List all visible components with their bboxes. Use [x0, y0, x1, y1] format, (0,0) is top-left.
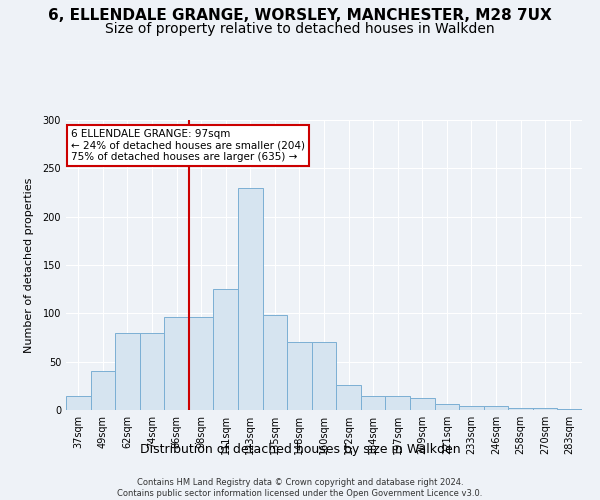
Bar: [312, 342, 336, 410]
Text: 6 ELLENDALE GRANGE: 97sqm
← 24% of detached houses are smaller (204)
75% of deta: 6 ELLENDALE GRANGE: 97sqm ← 24% of detac…: [71, 128, 305, 162]
Bar: [557, 409, 582, 410]
Bar: [263, 316, 287, 410]
Bar: [115, 332, 140, 410]
Bar: [238, 188, 263, 410]
Bar: [336, 385, 361, 410]
Bar: [361, 396, 385, 410]
Bar: [385, 396, 410, 410]
Text: Size of property relative to detached houses in Walkden: Size of property relative to detached ho…: [105, 22, 495, 36]
Y-axis label: Number of detached properties: Number of detached properties: [24, 178, 34, 352]
Bar: [140, 332, 164, 410]
Bar: [189, 317, 214, 410]
Bar: [533, 408, 557, 410]
Bar: [164, 317, 189, 410]
Text: 6, ELLENDALE GRANGE, WORSLEY, MANCHESTER, M28 7UX: 6, ELLENDALE GRANGE, WORSLEY, MANCHESTER…: [48, 8, 552, 22]
Bar: [214, 289, 238, 410]
Text: Contains HM Land Registry data © Crown copyright and database right 2024.
Contai: Contains HM Land Registry data © Crown c…: [118, 478, 482, 498]
Bar: [508, 408, 533, 410]
Bar: [459, 406, 484, 410]
Bar: [434, 404, 459, 410]
Bar: [410, 398, 434, 410]
Bar: [91, 372, 115, 410]
Bar: [66, 396, 91, 410]
Bar: [484, 406, 508, 410]
Text: Distribution of detached houses by size in Walkden: Distribution of detached houses by size …: [140, 442, 460, 456]
Bar: [287, 342, 312, 410]
